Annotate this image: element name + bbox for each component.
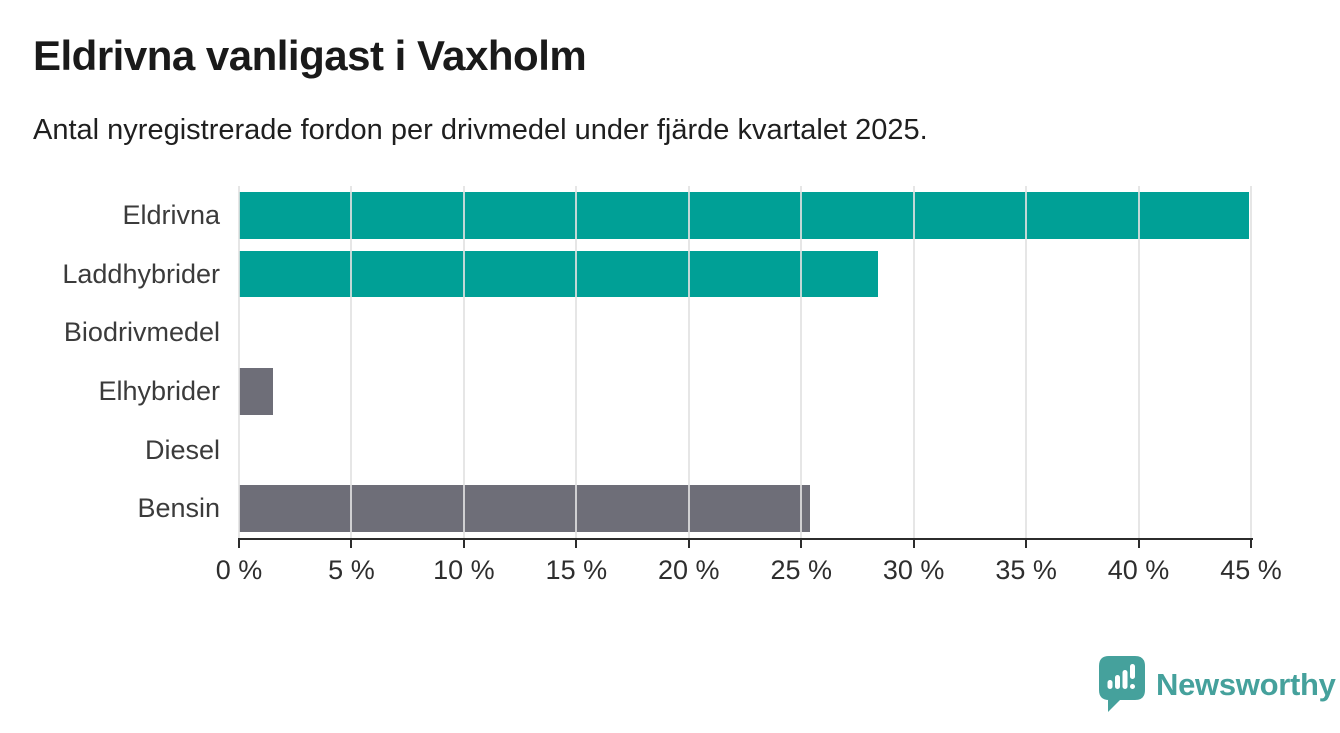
gridline-10 bbox=[462, 186, 465, 538]
x-axis-tick-label-5: 5 % bbox=[328, 555, 375, 585]
chart-subtitle: Antal nyregistrerade fordon per drivmede… bbox=[33, 114, 928, 146]
x-axis-tick-label-30: 30 % bbox=[882, 555, 945, 585]
gridline-30 bbox=[912, 186, 915, 538]
bars-container bbox=[239, 186, 1251, 538]
bar-row bbox=[239, 479, 1251, 538]
bar-row bbox=[239, 186, 1251, 245]
gridline-20 bbox=[687, 186, 690, 538]
category-label-biodrivmedel: Biodrivmedel bbox=[63, 317, 220, 348]
x-axis-tick-10 bbox=[462, 540, 465, 548]
x-axis-line bbox=[238, 538, 1253, 540]
category-label-eldrivna: Eldrivna bbox=[122, 199, 220, 230]
bar-chart-plot-area: 0 % 5 % 10 % 15 % 20 % 25 % 30 % 35 % 40 % 45 % bbox=[216, 186, 1282, 585]
newsworthy-logo: Newsworthy bbox=[1099, 656, 1336, 713]
category-label-diesel: Diesel bbox=[144, 434, 220, 465]
x-axis-tick-40 bbox=[1137, 540, 1140, 548]
x-axis-tick-label-40: 40 % bbox=[1107, 555, 1170, 585]
x-axis-tick-label-0: 0 % bbox=[215, 555, 263, 585]
bar-eldrivna bbox=[239, 192, 1249, 239]
chart-title: Eldrivna vanligast i Vaxholm bbox=[33, 32, 587, 79]
category-label-elhybrider: Elhybrider bbox=[98, 375, 220, 406]
gridline-15 bbox=[575, 186, 578, 538]
category-label-laddhybrider: Laddhybrider bbox=[62, 258, 220, 289]
x-axis-tick-0 bbox=[238, 540, 240, 548]
bar-elhybrider bbox=[239, 368, 273, 415]
gridline-0 bbox=[238, 186, 240, 538]
x-axis-tick-label-35: 35 % bbox=[995, 555, 1057, 585]
category-label-bensin: Bensin bbox=[137, 493, 220, 524]
x-axis-tick-25 bbox=[800, 540, 803, 548]
x-axis-tick-5 bbox=[350, 540, 353, 548]
x-axis-tick-15 bbox=[575, 540, 578, 548]
bar-row bbox=[239, 245, 1251, 304]
newsworthy-logo-text: Newsworthy bbox=[1156, 666, 1336, 702]
bar-laddhybrider bbox=[239, 250, 878, 298]
gridline-5 bbox=[350, 186, 353, 538]
gridline-25 bbox=[800, 186, 803, 538]
newsworthy-speech-bubble-bar-chart-icon bbox=[1099, 656, 1145, 712]
category-axis-labels: Eldrivna Laddhybrider Biodrivmedel Elhybrid… bbox=[0, 186, 239, 538]
x-axis-tick-35 bbox=[1025, 540, 1028, 548]
x-axis-tick-label-15: 15 % bbox=[545, 555, 608, 585]
x-axis-tick-45 bbox=[1250, 540, 1252, 548]
gridline-40 bbox=[1137, 186, 1140, 538]
x-axis-tick-20 bbox=[687, 540, 690, 548]
x-axis-tick-label-10: 10 % bbox=[433, 555, 495, 585]
x-axis-tick-30 bbox=[912, 540, 915, 548]
bar-row bbox=[239, 362, 1251, 421]
x-axis-tick-label-25: 25 % bbox=[770, 555, 832, 585]
gridline-35 bbox=[1025, 186, 1028, 538]
bar-row bbox=[239, 303, 1251, 362]
bar-row bbox=[239, 421, 1251, 480]
gridline-45 bbox=[1250, 186, 1252, 538]
bar-bensin bbox=[239, 485, 811, 533]
x-axis-tick-label-45: 45 % bbox=[1220, 555, 1282, 585]
x-axis-tick-label-20: 20 % bbox=[657, 555, 720, 585]
